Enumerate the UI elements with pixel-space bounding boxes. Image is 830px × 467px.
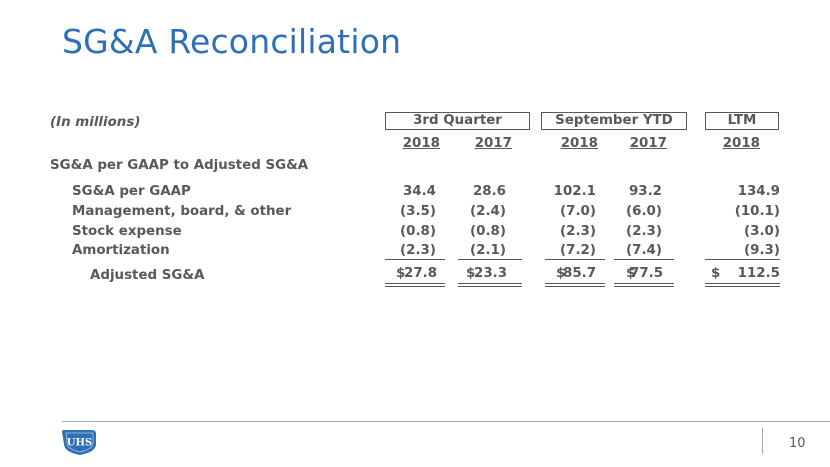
table-cell: 28.6: [472, 184, 506, 199]
table-cell: (2.3): [560, 224, 596, 239]
total-cell: 23.3: [474, 266, 508, 281]
table-cell: (2.3): [400, 243, 436, 258]
total-double-rule: [614, 286, 674, 287]
total-double-rule: [705, 283, 780, 284]
total-cell: 85.7: [563, 266, 597, 281]
table-cell: (2.1): [470, 243, 506, 258]
currency-symbol: $: [711, 266, 721, 281]
currency-symbol: $: [466, 266, 476, 281]
total-cell: 112.5: [737, 266, 780, 281]
table-cell: (9.3): [744, 243, 780, 258]
table-cell: (7.4): [626, 243, 662, 258]
section-label: SG&A per GAAP to Adjusted SG&A: [50, 158, 309, 173]
table-cell: 102.1: [553, 184, 596, 199]
table-cell: (6.0): [626, 204, 662, 219]
total-double-rule: [458, 283, 522, 284]
year-header-q3-2017: 2017: [474, 136, 512, 151]
footer-separator: [762, 428, 763, 454]
group-header-3rd-quarter: 3rd Quarter: [385, 112, 530, 130]
table-cell: (7.0): [560, 204, 596, 219]
total-double-rule: [545, 283, 605, 284]
year-header-ytd-2017: 2017: [629, 136, 667, 151]
logo-text: UHS: [67, 438, 92, 449]
total-double-rule: [385, 283, 445, 284]
row-label-management: Management, board, & other: [72, 204, 292, 219]
footer-divider: [62, 421, 830, 422]
total-double-rule: [385, 286, 445, 287]
row-label-amortization: Amortization: [72, 243, 170, 258]
year-header-ytd-2018: 2018: [560, 136, 598, 151]
table-cell: 93.2: [628, 184, 662, 199]
year-header-q3-2018: 2018: [402, 136, 440, 151]
table-cell: (0.8): [470, 224, 506, 239]
table-cell: (7.2): [560, 243, 596, 258]
total-double-rule: [614, 283, 674, 284]
total-double-rule: [545, 286, 605, 287]
total-cell: 77.5: [630, 266, 664, 281]
currency-symbol: $: [556, 266, 566, 281]
total-cell: 27.8: [404, 266, 438, 281]
subtotal-rule: [545, 259, 605, 260]
table-cell: (0.8): [400, 224, 436, 239]
year-header-ltm-2018: 2018: [722, 136, 760, 151]
currency-symbol: $: [626, 266, 636, 281]
table-cell: (3.5): [400, 204, 436, 219]
subtotal-rule: [458, 259, 522, 260]
total-double-rule: [458, 286, 522, 287]
units-label: (In millions): [50, 115, 141, 130]
table-cell: (2.4): [470, 204, 506, 219]
subtotal-rule: [705, 259, 780, 260]
subtotal-rule: [614, 259, 674, 260]
table-cell: (3.0): [744, 224, 780, 239]
total-double-rule: [705, 286, 780, 287]
slide-title: SG&A Reconciliation: [62, 22, 402, 61]
table-cell: 134.9: [737, 184, 780, 199]
table-cell: (10.1): [734, 204, 780, 219]
subtotal-rule: [385, 259, 445, 260]
currency-symbol: $: [396, 266, 406, 281]
table-cell: (2.3): [626, 224, 662, 239]
group-header-september-ytd: September YTD: [541, 112, 687, 130]
uhs-logo: UHS: [62, 430, 96, 455]
row-label-stock-expense: Stock expense: [72, 224, 182, 239]
row-label-sga-per-gaap: SG&A per GAAP: [72, 184, 191, 199]
group-header-ltm: LTM: [705, 112, 779, 130]
page-number: 10: [789, 436, 806, 451]
row-label-adjusted-sga: Adjusted SG&A: [90, 268, 205, 283]
table-cell: 34.4: [402, 184, 436, 199]
